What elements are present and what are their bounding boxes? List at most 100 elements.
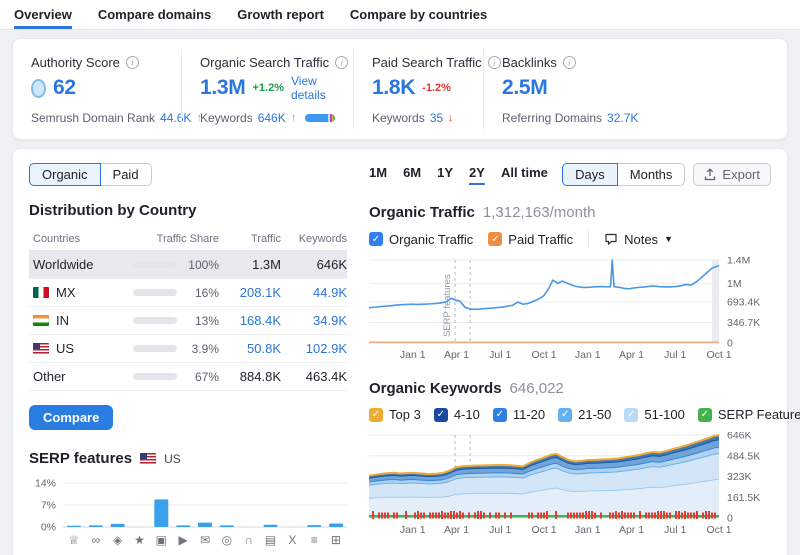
image-pack-icon[interactable]: ⊞	[331, 533, 341, 547]
checkbox-top-3[interactable]: ✓	[369, 407, 383, 422]
band-11-20	[369, 447, 719, 485]
serp-features-chart[interactable]: 14% 7% 0% ♕ ∞ ◈ ★ ▣ ▶ ✉ ◎ ∩ ▤ X ≡ ⊞	[29, 473, 347, 551]
keywords-value[interactable]: 102.9K	[305, 341, 347, 356]
serp-bar-6	[198, 522, 212, 527]
country-name: MX	[56, 285, 76, 300]
checkbox-51-100[interactable]: ✓	[624, 407, 639, 422]
view-details-link[interactable]: View details	[291, 74, 326, 102]
card-value-row: 2.5M	[502, 76, 638, 100]
info-icon[interactable]: i	[125, 56, 139, 69]
checkbox-serp-features[interactable]: ✓	[697, 407, 712, 422]
legend-51-100[interactable]: ✓ 51-100	[624, 407, 685, 422]
tab-compare-by-countries[interactable]: Compare by countries	[349, 7, 488, 22]
traffic-value[interactable]: 168.4K	[239, 313, 281, 328]
toggle-paid[interactable]: Paid	[99, 163, 152, 186]
checkbox-organic-traffic[interactable]: ✓	[369, 232, 383, 246]
country-name: US	[56, 341, 75, 356]
serp-bar-1	[88, 525, 103, 527]
delta-badge: +1.2%	[252, 82, 285, 94]
checkbox-paid-traffic[interactable]: ✓	[488, 232, 503, 246]
legend-11-20[interactable]: ✓ 11-20	[492, 407, 545, 422]
range-1y[interactable]: 1Y	[437, 164, 454, 180]
band-51-100	[369, 478, 719, 518]
news-icon[interactable]: ▤	[265, 533, 276, 547]
sub-value[interactable]: 35	[429, 111, 444, 125]
organic-traffic-chart[interactable]: 1.4M 1M 693.4K 346.7K 0 Jan 1 Apr 1 Jul 1 Oct 1 J…	[368, 255, 773, 363]
svg-text:Apr 1: Apr 1	[619, 349, 644, 361]
video-icon[interactable]: ▶	[179, 533, 189, 547]
country-name: Worldwide	[33, 257, 94, 272]
tab-growth-report[interactable]: Growth report	[237, 7, 324, 22]
svg-text:646K: 646K	[727, 432, 752, 442]
range-1m[interactable]: 1M	[369, 164, 388, 180]
toggle-organic[interactable]: Organic	[29, 163, 101, 186]
range-2y[interactable]: 2Y	[469, 165, 485, 185]
checkbox-21-50[interactable]: ✓	[558, 407, 573, 422]
crown-icon[interactable]: ♕	[69, 533, 80, 547]
card-sub-row: Semrush Domain Rank 44.6K ↑	[31, 111, 202, 125]
info-icon[interactable]: i	[487, 56, 501, 69]
legend-top-3[interactable]: ✓ Top 3	[369, 407, 421, 422]
traffic-value[interactable]: 208.1K	[239, 285, 281, 300]
sub-value[interactable]: 44.6K	[160, 111, 192, 125]
table-row-mx[interactable]: MX 16% 208.1K 44.9K	[29, 279, 347, 307]
legend-label: Top 3	[389, 407, 421, 422]
granularity-months[interactable]: Months	[616, 163, 686, 186]
granularity-days[interactable]: Days	[562, 163, 618, 186]
svg-text:Jan 1: Jan 1	[575, 524, 601, 536]
keywords-value[interactable]: 44.9K	[313, 285, 347, 300]
checkbox-4-10[interactable]: ✓	[433, 407, 448, 422]
table-row-other[interactable]: Other 67% 884.8K 463.4K	[29, 363, 347, 391]
traffic-value[interactable]: 50.8K	[247, 341, 281, 356]
notes-control[interactable]: Notes ▼	[604, 232, 673, 247]
table-row-in[interactable]: IN 13% 168.4K 34.9K	[29, 307, 347, 335]
top-nav: Overview Compare domains Growth report Comp…	[0, 0, 800, 30]
legend-21-50[interactable]: ✓ 21-50	[558, 407, 611, 422]
link-icon[interactable]: ∞	[91, 533, 100, 547]
sub-value[interactable]: 646K	[257, 111, 286, 125]
serp-geo-label: US	[164, 451, 181, 466]
checkbox-11-20[interactable]: ✓	[492, 407, 507, 422]
review-icon[interactable]: ✉	[200, 533, 210, 547]
svg-text:Apr 1: Apr 1	[444, 524, 469, 536]
compare-button[interactable]: Compare	[29, 405, 114, 430]
star-icon[interactable]: ★	[134, 533, 145, 547]
local-pack-icon[interactable]: ◎	[222, 533, 232, 547]
card-sub-row: Keywords 35 ↓	[372, 111, 465, 125]
export-button[interactable]: Export	[693, 163, 771, 186]
education-icon[interactable]: ∩	[244, 533, 253, 547]
organic-keywords-chart[interactable]: 646K 484.5K 323K 161.5K 0 Jan 1 Apr 1 Jul 1 Oct …	[368, 430, 773, 538]
keywords-value: 463.4K	[305, 369, 347, 384]
legend-serp-features[interactable]: ✓ SERP Features	[697, 407, 800, 422]
card-value-row: 1.3M +1.2% View details	[200, 74, 335, 102]
table-row-us[interactable]: US 3.9% 50.8K 102.9K	[29, 335, 347, 363]
diamond-icon[interactable]: ◈	[113, 533, 123, 547]
svg-text:Jul 1: Jul 1	[489, 349, 511, 361]
info-icon[interactable]: i	[335, 56, 349, 69]
tab-overview[interactable]: Overview	[14, 0, 72, 29]
divider	[588, 231, 590, 247]
date-range-tabs: 1M 6M 1Y 2Y All time	[369, 165, 548, 185]
band-21-50	[369, 453, 719, 499]
card-title-authority-score: Authority Score	[31, 55, 120, 70]
legend-4-10[interactable]: ✓ 4-10	[433, 407, 480, 422]
range-all-time[interactable]: All time	[500, 164, 548, 180]
legend-paid-traffic[interactable]: ✓ Paid Traffic	[488, 232, 573, 247]
image-icon[interactable]: ▣	[156, 533, 167, 547]
keywords-value[interactable]: 34.9K	[313, 313, 347, 328]
card-title-row: Paid Search Traffic i	[372, 55, 501, 70]
legend-organic-traffic[interactable]: ✓ Organic Traffic	[369, 232, 473, 247]
tab-compare-domains[interactable]: Compare domains	[97, 7, 212, 22]
left-column: Organic Paid Distribution by Country Coun…	[29, 163, 347, 554]
range-6m[interactable]: 6M	[403, 164, 422, 180]
info-icon[interactable]: i	[562, 56, 576, 69]
svg-text:Jan 1: Jan 1	[400, 524, 426, 536]
table-row-worldwide[interactable]: Worldwide 100% 1.3M 646K	[29, 251, 347, 279]
country-name: Other	[33, 369, 66, 384]
serp-bar-11	[307, 525, 322, 527]
svg-text:Jul 1: Jul 1	[664, 349, 686, 361]
card-authority-score: Authority Score i 62 Semrush Domain Rank 44.…	[13, 49, 202, 129]
sub-value[interactable]: 32.7K	[607, 111, 639, 125]
twitter-x-icon[interactable]: X	[288, 533, 296, 547]
list-icon[interactable]: ≡	[311, 533, 318, 547]
